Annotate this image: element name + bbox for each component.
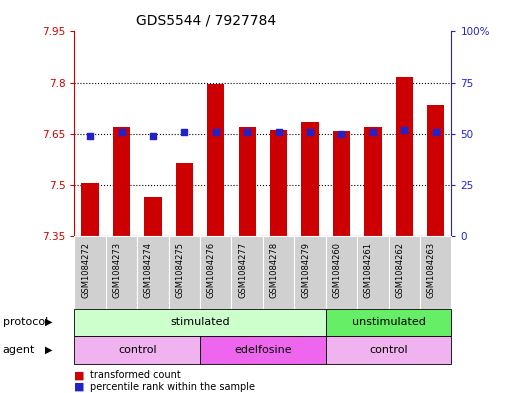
Bar xyxy=(200,336,326,364)
Bar xyxy=(326,336,451,364)
Bar xyxy=(270,130,287,236)
Point xyxy=(86,132,94,139)
Text: GSM1084272: GSM1084272 xyxy=(81,242,90,298)
Text: unstimulated: unstimulated xyxy=(351,317,426,327)
Bar xyxy=(137,236,169,309)
Point xyxy=(369,129,377,135)
Bar xyxy=(239,127,256,236)
Bar xyxy=(396,77,413,236)
Bar xyxy=(302,122,319,236)
Text: ■: ■ xyxy=(74,370,85,380)
Bar xyxy=(74,236,106,309)
Point xyxy=(180,129,188,135)
Text: ▶: ▶ xyxy=(45,345,53,355)
Bar xyxy=(294,236,326,309)
Text: GSM1084275: GSM1084275 xyxy=(175,242,184,298)
Text: GSM1084274: GSM1084274 xyxy=(144,242,153,298)
Point xyxy=(149,132,157,139)
Text: GSM1084261: GSM1084261 xyxy=(364,242,373,298)
Text: protocol: protocol xyxy=(3,317,48,327)
Bar xyxy=(357,236,389,309)
Point xyxy=(212,129,220,135)
Bar xyxy=(364,127,382,236)
Text: percentile rank within the sample: percentile rank within the sample xyxy=(90,382,255,392)
Bar xyxy=(231,236,263,309)
Bar xyxy=(263,236,294,309)
Bar xyxy=(326,236,357,309)
Bar xyxy=(74,309,326,336)
Text: GDS5544 / 7927784: GDS5544 / 7927784 xyxy=(136,14,277,28)
Bar xyxy=(169,236,200,309)
Text: GSM1084278: GSM1084278 xyxy=(270,242,279,298)
Text: GSM1084277: GSM1084277 xyxy=(238,242,247,298)
Bar xyxy=(427,105,444,236)
Text: control: control xyxy=(118,345,156,355)
Bar xyxy=(144,196,162,236)
Text: stimulated: stimulated xyxy=(170,317,230,327)
Bar xyxy=(389,236,420,309)
Text: GSM1084276: GSM1084276 xyxy=(207,242,216,298)
Text: ■: ■ xyxy=(74,382,85,392)
Point xyxy=(431,129,440,135)
Text: GSM1084273: GSM1084273 xyxy=(112,242,122,298)
Bar xyxy=(200,236,231,309)
Text: GSM1084279: GSM1084279 xyxy=(301,242,310,298)
Bar xyxy=(113,127,130,236)
Bar xyxy=(74,336,200,364)
Text: ▶: ▶ xyxy=(45,317,53,327)
Bar xyxy=(82,183,98,236)
Text: edelfosine: edelfosine xyxy=(234,345,292,355)
Bar xyxy=(333,131,350,236)
Text: agent: agent xyxy=(3,345,35,355)
Point xyxy=(274,129,283,135)
Text: GSM1084263: GSM1084263 xyxy=(427,242,436,298)
Point xyxy=(117,129,126,135)
Bar xyxy=(176,163,193,236)
Text: control: control xyxy=(369,345,408,355)
Bar xyxy=(326,309,451,336)
Point xyxy=(400,127,408,133)
Point xyxy=(306,129,314,135)
Text: GSM1084262: GSM1084262 xyxy=(396,242,404,298)
Bar xyxy=(207,84,224,236)
Text: transformed count: transformed count xyxy=(90,370,181,380)
Text: GSM1084260: GSM1084260 xyxy=(332,242,342,298)
Bar xyxy=(106,236,137,309)
Bar xyxy=(420,236,451,309)
Point xyxy=(243,129,251,135)
Point xyxy=(338,130,346,137)
